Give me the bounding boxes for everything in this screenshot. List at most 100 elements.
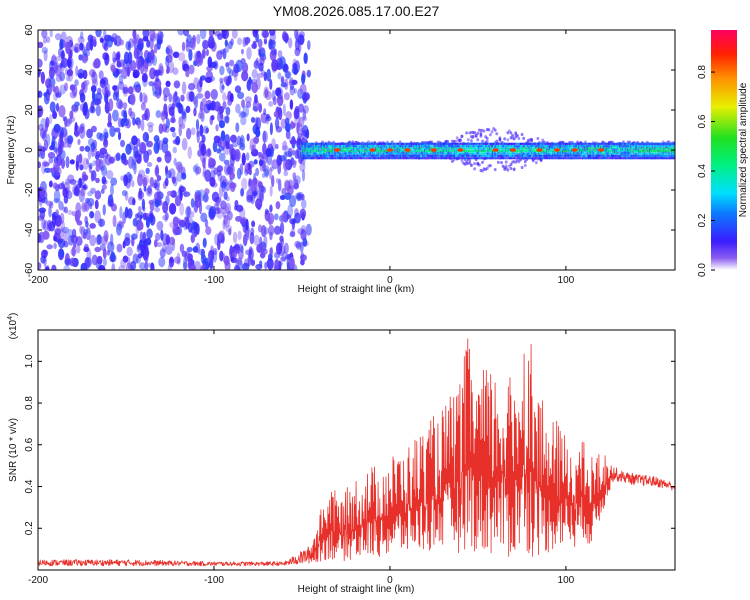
noise-cell [102,248,107,259]
noise-cell [140,248,144,257]
signal-band-cell [314,149,316,153]
noise-cell [123,110,128,123]
signal-band-cell [621,154,623,157]
signal-band-cell [527,157,530,160]
signal-band-cell [404,142,406,145]
signal-band-cell [648,152,650,155]
signal-band-cell [513,154,516,157]
signal-band-cell [442,152,444,155]
noise-cell [184,216,189,222]
noise-cell [153,78,162,90]
noise-cell [110,251,116,263]
signal-band-cell [317,152,319,155]
signal-band-cell [519,154,522,157]
noise-cell [48,66,55,79]
noise-cell [261,30,269,39]
signal-fringe-cell [473,167,476,171]
signal-band-cell [534,149,536,153]
signal-band-cell [312,157,315,160]
signal-band-cell [534,147,536,150]
signal-fringe-cell [487,128,491,132]
noise-cell [127,209,131,217]
noise-cell [86,128,93,139]
noise-cell [275,242,283,255]
signal-band-cell [382,142,384,145]
signal-band-cell [559,149,562,153]
noise-cell [67,58,72,66]
noise-cell [112,57,117,63]
signal-band-cell [421,152,424,155]
signal-band-cell [594,145,596,148]
signal-band-cell [622,142,625,145]
signal-band-cell [413,154,416,157]
noise-cell [264,168,269,178]
noise-cell [81,202,88,213]
noise-cell [253,189,257,199]
signal-band-cell [394,147,397,150]
noise-cell [266,113,270,120]
signal-band-cell [461,145,463,148]
signal-band-cell [328,142,330,145]
noise-cell [222,101,227,110]
signal-band-cell [410,147,413,150]
noise-cell [91,70,96,79]
signal-band-cell [529,147,532,150]
noise-cell [116,243,123,253]
noise-cell [137,58,141,71]
signal-band-cell [538,157,541,160]
noise-cell [202,237,207,248]
signal-band-cell [643,142,646,145]
signal-band-cell [630,149,633,153]
signal-band-cell [576,149,579,153]
signal-band-cell [499,157,501,160]
signal-band-cell [638,145,641,148]
signal-band-cell [301,149,303,153]
signal-band-cell [386,157,389,160]
signal-band-cell [581,145,584,148]
signal-band-cell [515,145,517,148]
signal-band-cell [410,152,413,155]
noise-cell [282,140,288,151]
noise-cell [253,60,260,70]
signal-band-cell [405,157,408,160]
noise-cell [299,241,304,253]
signal-fringe-cell [534,161,538,165]
noise-cell [284,117,290,125]
signal-band-cell [635,147,638,150]
signal-band-cell [657,152,660,155]
signal-band-cell [329,149,332,153]
signal-fringe-cell [541,138,545,142]
noise-cell [202,40,209,50]
signal-band-cell [557,154,560,157]
signal-band-cell [657,154,660,157]
signal-band-cell [641,147,644,150]
noise-cell [143,186,147,192]
noise-cell [236,257,243,266]
signal-band-cell [442,154,444,157]
signal-band-cell [638,152,641,155]
signal-band-cell [521,149,524,153]
signal-band-cell [619,147,622,150]
signal-band-cell [564,157,566,160]
noise-cell [131,159,137,171]
signal-band-cell [369,145,372,148]
signal-band-cell [396,152,398,155]
signal-band-cell [518,147,520,150]
noise-cell [175,135,181,146]
signal-band-cell [320,147,322,150]
noise-cell [299,162,306,172]
noise-cell [115,223,122,236]
signal-band-cell [670,145,672,148]
noise-cell [201,39,210,50]
noise-cell [147,262,151,268]
signal-band-cell [401,152,403,155]
signal-band-cell [401,149,403,153]
noise-cell [38,207,47,214]
noise-cell [204,169,212,182]
signal-band-cell [664,149,666,153]
signal-band-cell [591,147,593,150]
noise-cell [117,131,122,141]
signal-band-cell [470,147,473,150]
signal-band-cell [356,152,359,155]
noise-cell [172,67,179,76]
